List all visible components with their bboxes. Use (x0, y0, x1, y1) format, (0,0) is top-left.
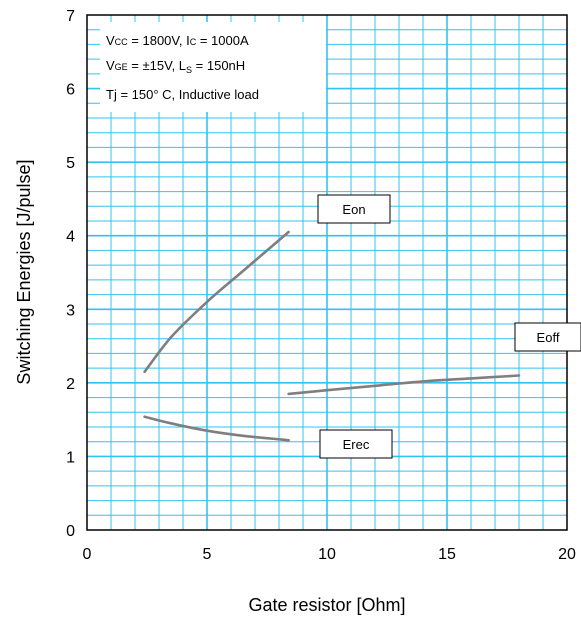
svg-text:Erec: Erec (343, 437, 370, 452)
x-axis-title: Gate resistor [Ohm] (248, 595, 405, 615)
x-tick-label: 15 (438, 546, 456, 563)
y-tick-label: 4 (66, 229, 75, 246)
series-line-eon (143, 230, 290, 374)
conditions-box: VCC = 1800V, IC = 1000A VGE = ±15V, LS =… (100, 22, 326, 112)
plot-frame (86, 14, 568, 531)
x-tick-label: 20 (558, 546, 576, 563)
label-erec: Erec (319, 429, 393, 459)
y-tick-labels: 0 1 2 3 4 5 6 7 (66, 8, 75, 540)
y-tick-label: 2 (66, 376, 75, 393)
y-axis-title: Switching Energies [J/pulse] (14, 159, 34, 384)
condition-line-2: VGE = ±15V, LS = 150nH (106, 58, 245, 75)
y-tick-label: 6 (66, 82, 75, 99)
condition-line-1: VCC = 1800V, IC = 1000A (106, 33, 249, 48)
curves (143, 230, 521, 442)
y-tick-label: 1 (66, 449, 75, 466)
series-line-erec (143, 415, 290, 442)
x-tick-label: 0 (83, 546, 92, 563)
x-tick-labels: 0 5 10 15 20 (83, 546, 576, 563)
label-eoff: Eoff (514, 322, 581, 352)
svg-text:Eon: Eon (342, 202, 365, 217)
condition-line-3: Tj = 150° C, Inductive load (106, 87, 259, 102)
label-eon: Eon (317, 194, 391, 224)
svg-text:Eoff: Eoff (537, 330, 560, 345)
y-tick-label: 7 (66, 8, 75, 25)
y-tick-label: 5 (66, 155, 75, 172)
y-tick-label: 0 (66, 523, 75, 540)
series-line-eoff (287, 374, 521, 396)
x-tick-label: 10 (318, 546, 336, 563)
y-tick-label: 3 (66, 302, 75, 319)
x-tick-label: 5 (203, 546, 212, 563)
